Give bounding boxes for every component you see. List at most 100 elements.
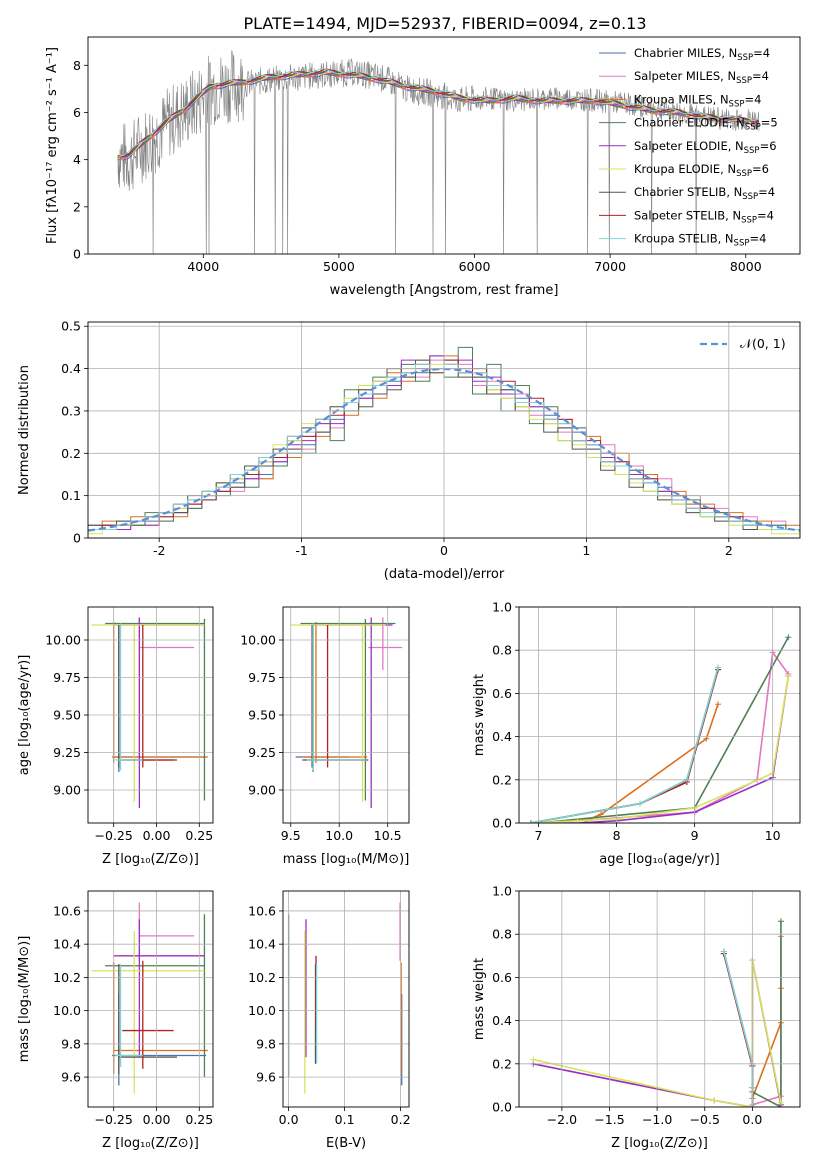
legend-entry: Chabrier ELODIE, NSSP=5 bbox=[634, 116, 778, 133]
x-tick-label: -1 bbox=[295, 543, 307, 558]
panel-residuals: -2 -1 0 1 2 0 0.1 0.2 0.3 0.4 0.5 (data-model)/erro… bbox=[17, 319, 801, 582]
errorbar-point bbox=[113, 919, 205, 1058]
x-tick-label: 8000 bbox=[730, 259, 762, 274]
plot-area bbox=[527, 634, 792, 823]
y-tick-label: 9.25 bbox=[53, 745, 81, 760]
y-tick-label: 0.6 bbox=[492, 686, 512, 701]
y-tick-label: 10.4 bbox=[248, 937, 276, 952]
y-tick-label: 0.2 bbox=[492, 1056, 512, 1071]
axes-frame bbox=[87, 890, 214, 1108]
errorbar-point bbox=[295, 625, 349, 772]
y-tick-label: 9.50 bbox=[248, 708, 276, 723]
y-tick-label: 1.0 bbox=[492, 884, 512, 899]
weight-line bbox=[723, 953, 754, 1107]
legend-entry: Salpeter ELODIE, NSSP=6 bbox=[634, 139, 777, 156]
x-tick-label: 0 bbox=[440, 543, 448, 558]
y-axis-label: age [log₁₀(age/yr)] bbox=[17, 655, 32, 776]
y-tick-label: 0.4 bbox=[61, 361, 81, 376]
errorbar-point bbox=[118, 625, 178, 768]
legend: Chabrier MILES, NSSP=4 Salpeter MILES, NS… bbox=[599, 46, 778, 249]
x-tick-label: 2 bbox=[725, 543, 733, 558]
x-tick-label: −1.0 bbox=[642, 1112, 672, 1127]
x-tick-label: 0.00 bbox=[143, 828, 171, 843]
panel-age-vs-mass: 9.5 10.0 10.5 9.00 9.25 9.50 9.75 10.00 mass [lo… bbox=[240, 606, 410, 867]
errorbar-point bbox=[115, 964, 143, 1068]
weight-line bbox=[530, 667, 719, 823]
x-tick-label: 0.25 bbox=[185, 828, 213, 843]
x-tick-label: 0.1 bbox=[335, 1112, 355, 1127]
y-tick-label: 9.00 bbox=[248, 783, 276, 798]
weight-marker bbox=[777, 1099, 784, 1106]
y-tick-label: 1.0 bbox=[492, 600, 512, 615]
weight-marker bbox=[636, 800, 643, 807]
weight-line bbox=[723, 951, 754, 1107]
y-tick-label: 9.6 bbox=[256, 1070, 276, 1085]
x-tick-label: 1 bbox=[582, 543, 590, 558]
y-tick-label: 10.00 bbox=[45, 633, 81, 648]
y-tick-label: 10.6 bbox=[248, 903, 276, 918]
x-tick-label: 9.5 bbox=[281, 828, 301, 843]
x-axis-label: wavelength [Angstrom, rest frame] bbox=[330, 283, 559, 298]
axes-frame bbox=[282, 890, 410, 1108]
weight-line bbox=[533, 959, 782, 1107]
y-tick-label: 0.0 bbox=[492, 816, 512, 831]
weight-marker bbox=[785, 673, 792, 680]
errorbar-point bbox=[138, 902, 195, 961]
errorbar-point bbox=[105, 619, 206, 801]
errorbar-point bbox=[105, 914, 206, 1078]
y-tick-label: 10.4 bbox=[53, 937, 81, 952]
panel-spectrum: 4000 5000 6000 7000 8000 0 2 4 6 8 wavelength [Ang… bbox=[45, 36, 801, 298]
y-tick-label: 0.3 bbox=[61, 403, 81, 418]
y-tick-label: 8 bbox=[73, 58, 81, 73]
x-axis-label: Z [log₁₀(Z/Z⊙)] bbox=[102, 1136, 199, 1151]
x-tick-label: 5000 bbox=[323, 259, 355, 274]
errorbar-point bbox=[91, 624, 205, 802]
plot-area bbox=[287, 902, 403, 1094]
legend-entry: Kroupa STELIB, NSSP=4 bbox=[634, 232, 766, 249]
y-tick-label: 10.2 bbox=[248, 970, 276, 985]
y-tick-label: 0 bbox=[73, 247, 81, 262]
y-axis-label: Flux [fλ10⁻¹⁷ erg cm⁻² s⁻¹ A⁻¹] bbox=[45, 47, 60, 244]
weight-line bbox=[530, 675, 790, 823]
weight-line bbox=[584, 703, 719, 822]
legend-entry: Chabrier STELIB, NSSP=4 bbox=[634, 185, 775, 202]
weight-marker bbox=[715, 701, 722, 708]
y-tick-label: 9.75 bbox=[248, 670, 276, 685]
legend: 𝒩(0, 1) bbox=[700, 336, 786, 351]
y-tick-label: 9.00 bbox=[53, 783, 81, 798]
x-axis-label: Z [log₁₀(Z/Z⊙)] bbox=[611, 1136, 708, 1151]
weight-line bbox=[723, 953, 754, 1107]
legend-entry: 𝒩(0, 1) bbox=[740, 336, 786, 351]
axes-frame bbox=[87, 321, 801, 539]
y-tick-label: 0.2 bbox=[492, 772, 512, 787]
x-tick-label: -2 bbox=[153, 543, 165, 558]
panel-mass-vs-ebv: 0.0 0.1 0.2 9.6 9.8 10.0 10.2 10.4 10.6 E(B-V) bbox=[248, 890, 411, 1151]
axes-frame bbox=[518, 606, 801, 824]
x-axis-label: E(B-V) bbox=[326, 1136, 366, 1151]
x-tick-label: −0.25 bbox=[95, 1112, 133, 1127]
x-tick-label: 7000 bbox=[594, 259, 626, 274]
panel-age-vs-z: −0.25 0.00 0.25 9.00 9.25 9.50 9.75 10.00 Z [log… bbox=[17, 606, 214, 867]
y-tick-label: 4 bbox=[73, 152, 81, 167]
weight-line bbox=[530, 669, 719, 823]
errorbar-point bbox=[312, 617, 393, 808]
y-tick-label: 10.00 bbox=[240, 633, 276, 648]
y-tick-label: 0.1 bbox=[61, 488, 81, 503]
errorbar-point bbox=[118, 964, 178, 1074]
errorbar-point bbox=[113, 617, 205, 808]
weight-marker bbox=[711, 1097, 718, 1104]
y-axis-label: mass [log₁₀(M/M⊙)] bbox=[17, 936, 32, 1063]
errorbar-point bbox=[138, 617, 195, 760]
weight-marker bbox=[527, 820, 534, 823]
y-axis-label: mass weight bbox=[472, 958, 487, 1040]
axes-frame bbox=[282, 606, 410, 824]
y-tick-label: 0.0 bbox=[492, 1100, 512, 1115]
x-tick-label: −2.0 bbox=[547, 1112, 577, 1127]
legend-entry: Chabrier MILES, NSSP=4 bbox=[634, 46, 770, 63]
errorbar-point bbox=[290, 624, 386, 802]
observed-spectrum bbox=[117, 50, 760, 254]
plot-area bbox=[91, 617, 208, 808]
errorbar-point bbox=[302, 625, 367, 768]
axes-frame bbox=[87, 606, 214, 824]
x-tick-label: −1.5 bbox=[594, 1112, 624, 1127]
